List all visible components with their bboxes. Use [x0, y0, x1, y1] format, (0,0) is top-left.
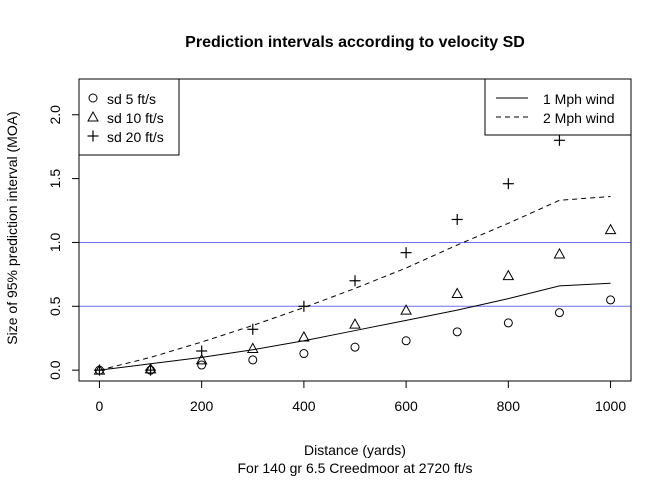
y-tick-label-3: 1.5	[47, 169, 63, 189]
chart-title: Prediction intervals according to veloci…	[185, 34, 525, 51]
curve-2mph	[99, 195, 611, 371]
point-sd5-8	[503, 318, 513, 328]
y-axis-label: Size of 95% prediction interval (MOA)	[4, 111, 20, 344]
point-sd10-10	[604, 223, 617, 235]
legend-label-sd5: sd 5 ft/s	[107, 91, 156, 107]
legend-label-1mph: 1 Mph wind	[543, 91, 615, 107]
point-sd10-8	[502, 269, 515, 281]
point-sd5-3	[248, 355, 258, 365]
point-sd5-2	[197, 360, 207, 370]
point-sd5-10	[606, 295, 616, 305]
wind-curves	[99, 195, 611, 371]
point-sd10-5	[349, 318, 361, 329]
y-tick-label-1: 0.5	[47, 296, 63, 316]
legend-lines-box	[484, 78, 632, 136]
y-tick-label-0: 0.0	[47, 360, 63, 380]
x-tick-label-3: 600	[394, 398, 418, 414]
x-tick-label-1: 200	[190, 398, 214, 414]
x-tick-label-4: 800	[497, 398, 521, 414]
x-axis: 0 200 400 600 800 1000	[96, 380, 626, 414]
point-sd10-9	[553, 247, 566, 259]
point-sd20-1	[145, 364, 157, 376]
point-sd20-6	[400, 247, 412, 259]
point-sd20-5	[349, 275, 361, 287]
legend-symbol-sd5	[88, 93, 98, 103]
y-axis: 0.0 0.5 1.0 1.5 2.0	[47, 105, 80, 380]
point-sd20-9	[553, 134, 565, 146]
x-axis-sublabel: For 140 gr 6.5 Creedmoor at 2720 ft/s	[237, 460, 472, 476]
legend-symbol-sd10	[87, 110, 99, 122]
y-tick-label-4: 2.0	[47, 105, 63, 125]
point-sd5-5	[350, 342, 360, 352]
x-tick-label-2: 400	[292, 398, 316, 414]
point-sd10-6	[400, 304, 412, 315]
legend-label-2mph: 2 Mph wind	[543, 110, 615, 126]
point-sd20-2	[196, 345, 208, 357]
reference-lines	[79, 241, 631, 307]
x-tick-label-0: 0	[96, 398, 104, 414]
point-sd5-4	[299, 349, 309, 359]
legend-markers: sd 5 ft/s sd 10 ft/s sd 20 ft/s	[78, 78, 180, 156]
data-points	[93, 83, 617, 376]
point-sd10-3	[246, 342, 259, 353]
point-sd5-6	[401, 336, 411, 346]
point-sd5-9	[554, 308, 564, 318]
point-sd10-2	[195, 353, 208, 365]
point-sd20-0	[93, 364, 105, 376]
point-sd5-7	[452, 327, 462, 337]
point-sd10-7	[451, 287, 464, 299]
legend-label-sd10: sd 10 ft/s	[107, 110, 164, 126]
point-sd10-4	[298, 330, 310, 342]
x-axis-label: Distance (yards)	[304, 442, 406, 458]
point-sd20-3	[247, 323, 259, 335]
y-tick-label-2: 1.0	[47, 233, 63, 253]
legend-lines: 1 Mph wind 2 Mph wind	[484, 78, 632, 136]
legend-label-sd20: sd 20 ft/s	[107, 129, 164, 145]
legend-symbol-sd20	[87, 130, 99, 142]
point-sd20-7	[451, 213, 463, 225]
x-tick-label-5: 1000	[595, 398, 626, 414]
point-sd20-4	[298, 300, 310, 312]
curve-1mph	[99, 282, 611, 371]
point-sd20-8	[502, 178, 514, 190]
